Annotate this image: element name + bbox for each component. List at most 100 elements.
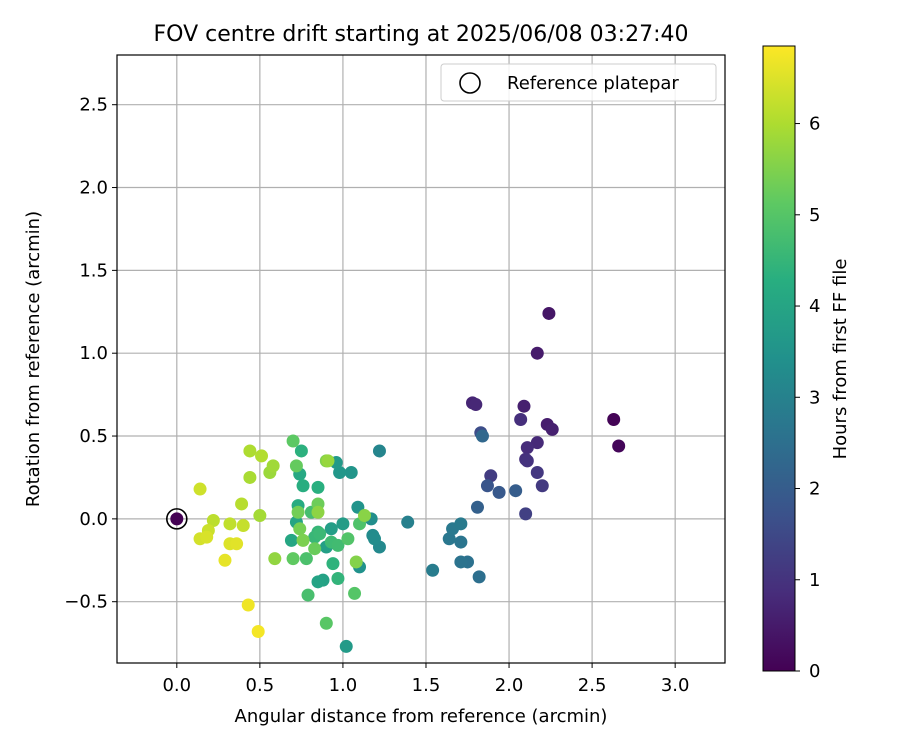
data-point: [514, 412, 528, 426]
x-axis-label: Angular distance from reference (arcmin): [235, 706, 608, 727]
data-point: [475, 429, 489, 443]
data-point: [311, 480, 325, 494]
data-point: [311, 505, 325, 519]
legend-marker-icon: [459, 72, 481, 94]
data-points: [166, 306, 626, 653]
data-point: [206, 514, 220, 528]
reference-platepar-marker: [166, 508, 188, 530]
data-point: [372, 444, 386, 458]
data-point: [301, 588, 315, 602]
data-point: [326, 557, 340, 571]
colorbar-tick-label: 3: [809, 387, 820, 408]
legend-label: Reference platepar: [507, 73, 679, 94]
data-point: [170, 512, 184, 526]
data-point: [218, 553, 232, 567]
data-point: [454, 555, 468, 569]
data-point: [286, 552, 300, 566]
grid-lines: [117, 55, 725, 663]
data-point: [331, 538, 345, 552]
data-point: [470, 500, 484, 514]
data-point: [255, 449, 269, 463]
data-point: [311, 575, 325, 589]
colorbar-tick-label: 1: [809, 570, 820, 591]
data-point: [286, 434, 300, 448]
colorbar: 0 1 2 3 4 5 6 Hours from first FF file: [762, 45, 851, 682]
data-point: [289, 459, 303, 473]
data-point: [426, 563, 440, 577]
data-point: [333, 465, 347, 479]
data-point: [243, 444, 257, 458]
data-point: [339, 639, 353, 653]
legend-box: [440, 63, 717, 102]
x-tick-label: 3.0: [661, 675, 690, 696]
data-point: [200, 530, 214, 544]
data-point: [520, 454, 534, 468]
y-tick-label: −0.5: [64, 592, 108, 613]
y-axis-label: Rotation from reference (arcmin): [23, 211, 44, 507]
data-point: [266, 459, 280, 473]
x-tick-label: 0.5: [246, 675, 275, 696]
data-point: [442, 532, 456, 546]
data-point: [294, 444, 308, 458]
data-point: [319, 616, 333, 630]
data-point: [344, 465, 358, 479]
data-point: [535, 479, 549, 493]
data-point: [193, 482, 207, 496]
colorbar-tick-label: 4: [809, 296, 820, 317]
y-tick-label: 0.5: [79, 426, 108, 447]
data-point: [299, 552, 313, 566]
data-point: [236, 518, 250, 532]
colorbar-tick-label: 6: [809, 114, 820, 135]
data-point: [253, 509, 267, 523]
data-point: [612, 439, 626, 453]
x-tick-label: 1.5: [412, 675, 441, 696]
data-point: [517, 399, 531, 413]
data-point: [454, 535, 468, 549]
y-axis-ticks: −0.5 0.0 0.5 1.0 1.5 2.0 2.5: [64, 95, 117, 613]
data-point: [241, 598, 255, 612]
colorbar-tick-label: 0: [809, 661, 820, 682]
x-tick-label: 2.5: [578, 675, 607, 696]
data-point: [545, 422, 559, 436]
data-point: [520, 441, 534, 455]
chart-title: FOV centre drift starting at 2025/06/08 …: [154, 22, 689, 47]
data-point: [472, 570, 486, 584]
data-point: [454, 517, 468, 531]
data-point: [284, 533, 298, 547]
data-point: [308, 542, 322, 556]
data-point: [251, 625, 265, 639]
data-point: [530, 465, 544, 479]
x-tick-label: 1.0: [329, 675, 358, 696]
data-point: [469, 398, 483, 412]
data-point: [296, 479, 310, 493]
data-point: [492, 485, 506, 499]
colorbar-ticks: 0 1 2 3 4 5 6: [795, 114, 820, 682]
data-point: [230, 537, 244, 551]
data-point: [336, 517, 350, 531]
data-point: [243, 470, 257, 484]
data-point: [367, 532, 381, 546]
data-point: [358, 509, 372, 523]
x-tick-label: 2.0: [495, 675, 524, 696]
data-point: [293, 522, 307, 536]
data-point: [401, 515, 415, 529]
x-tick-label: 0.0: [162, 675, 191, 696]
colorbar-tick-label: 2: [809, 479, 820, 500]
data-point: [530, 436, 544, 450]
colorbar-tick-label: 5: [809, 205, 820, 226]
legend: Reference platepar: [440, 63, 717, 102]
data-point: [223, 517, 237, 531]
y-tick-label: 1.5: [79, 260, 108, 281]
data-point: [268, 552, 282, 566]
data-point: [480, 479, 494, 493]
data-point: [530, 346, 544, 360]
colorbar-label: Hours from first FF file: [830, 259, 851, 460]
y-tick-label: 0.0: [79, 509, 108, 530]
colorbar-gradient: [762, 45, 796, 672]
data-point: [348, 586, 362, 600]
data-point: [331, 572, 345, 586]
data-point: [519, 507, 533, 521]
data-point: [509, 484, 523, 498]
y-tick-label: 2.5: [79, 95, 108, 116]
